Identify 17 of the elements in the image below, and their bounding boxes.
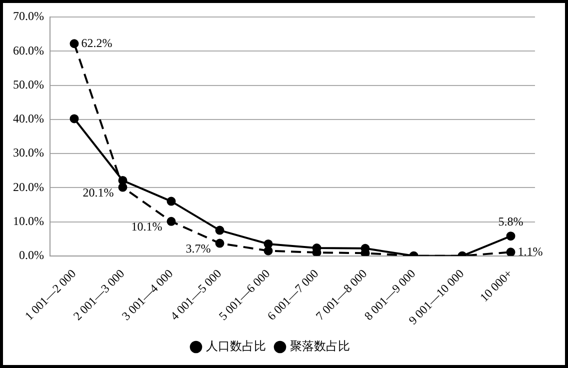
data-label: 5.8%: [498, 214, 524, 228]
y-tick-label: 0.0%: [18, 248, 44, 262]
legend-label: 聚落数占比: [290, 339, 350, 354]
data-label: 10.1%: [131, 220, 162, 234]
data-label: 20.1%: [82, 185, 114, 200]
y-tick-label: 60.0%: [12, 43, 44, 58]
y-tick-label: 50.0%: [12, 77, 44, 92]
data-label: 3.7%: [186, 241, 211, 256]
y-tick-label: 30.0%: [12, 146, 44, 160]
data-label: 62.2%: [81, 36, 112, 50]
x-tick-label: 10 000+: [477, 266, 516, 304]
y-tick-label: 70.0%: [12, 9, 44, 24]
y-tick-label: 10.0%: [12, 214, 44, 228]
y-tick-label: 40.0%: [12, 112, 44, 126]
y-tick-label: 20.0%: [12, 180, 44, 194]
legend-label: 人口数占比: [206, 339, 266, 354]
data-label: 1.1%: [518, 244, 543, 258]
